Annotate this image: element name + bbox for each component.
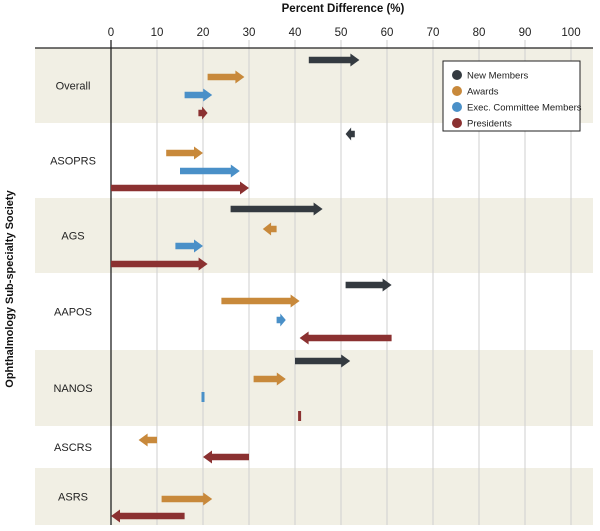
category-label: ASCRS (54, 442, 92, 454)
legend-marker (452, 70, 462, 80)
legend: New Members Awards Exec. Committee Members… (442, 60, 582, 132)
presidents-arrow (203, 450, 249, 464)
x-tick-label: 10 (151, 27, 164, 39)
new-members-arrow (308, 53, 360, 67)
x-tick-label: 100 (561, 27, 580, 39)
x-tick-label: 20 (197, 27, 210, 39)
exec-committee-arrow (184, 88, 213, 102)
presidents-arrow (198, 106, 208, 120)
category-labels: Overall ASOPRS AGS AAPOS NANOS ASCRS ASRS (50, 81, 96, 504)
legend-label: New Members (467, 71, 528, 82)
presidents-arrow (298, 411, 302, 421)
category-label: NANOS (53, 383, 92, 395)
awards-arrow (253, 372, 286, 386)
axes (35, 40, 593, 525)
legend-label: Presidents (467, 119, 512, 130)
x-tick-labels: 0 10 20 30 40 50 60 70 80 90 100 (108, 27, 581, 39)
legend-box (442, 60, 581, 132)
exec-committee-arrow (175, 239, 203, 253)
x-tick-label: 40 (289, 27, 302, 39)
awards-arrow (221, 294, 300, 308)
arrow-marks (111, 53, 392, 523)
presidents-arrow (111, 181, 249, 195)
exec-committee-arrow (201, 392, 205, 402)
legend-marker (452, 102, 462, 112)
category-label: ASRS (58, 492, 88, 504)
category-bands (35, 48, 593, 525)
category-label: AGS (61, 231, 84, 243)
new-members-arrow (345, 278, 392, 292)
x-tick-label: 80 (473, 27, 486, 39)
legend-marker (452, 86, 462, 96)
category-label: ASOPRS (50, 156, 96, 168)
x-tick-label: 50 (335, 27, 348, 39)
x-tick-label: 90 (519, 27, 532, 39)
awards-arrow (207, 70, 245, 84)
legend-label: Awards (467, 87, 499, 98)
x-tick-label: 30 (243, 27, 256, 39)
exec-committee-arrow (180, 164, 240, 178)
awards-arrow (138, 433, 157, 447)
category-label: Overall (56, 81, 91, 93)
presidents-arrow (299, 331, 392, 345)
presidents-arrow (111, 257, 208, 271)
new-members-arrow (230, 202, 323, 216)
x-tick-label: 70 (427, 27, 440, 39)
legend-marker (452, 118, 462, 128)
legend-label: Exec. Committee Members (467, 103, 582, 114)
presidents-arrow (111, 509, 185, 523)
y-axis-label: Ophthalmology Sub-specialty Society (4, 189, 16, 387)
new-members-arrow (295, 354, 351, 368)
x-tick-label: 60 (381, 27, 394, 39)
awards-arrow (161, 492, 213, 506)
chart-title: Percent Difference (%) (282, 3, 405, 15)
awards-arrow (262, 222, 277, 236)
new-members-arrow (345, 127, 355, 141)
category-label: AAPOS (54, 307, 92, 319)
category-band (35, 426, 593, 468)
x-tick-label: 0 (108, 27, 114, 39)
awards-arrow (166, 146, 203, 160)
exec-committee-arrow (276, 313, 286, 327)
